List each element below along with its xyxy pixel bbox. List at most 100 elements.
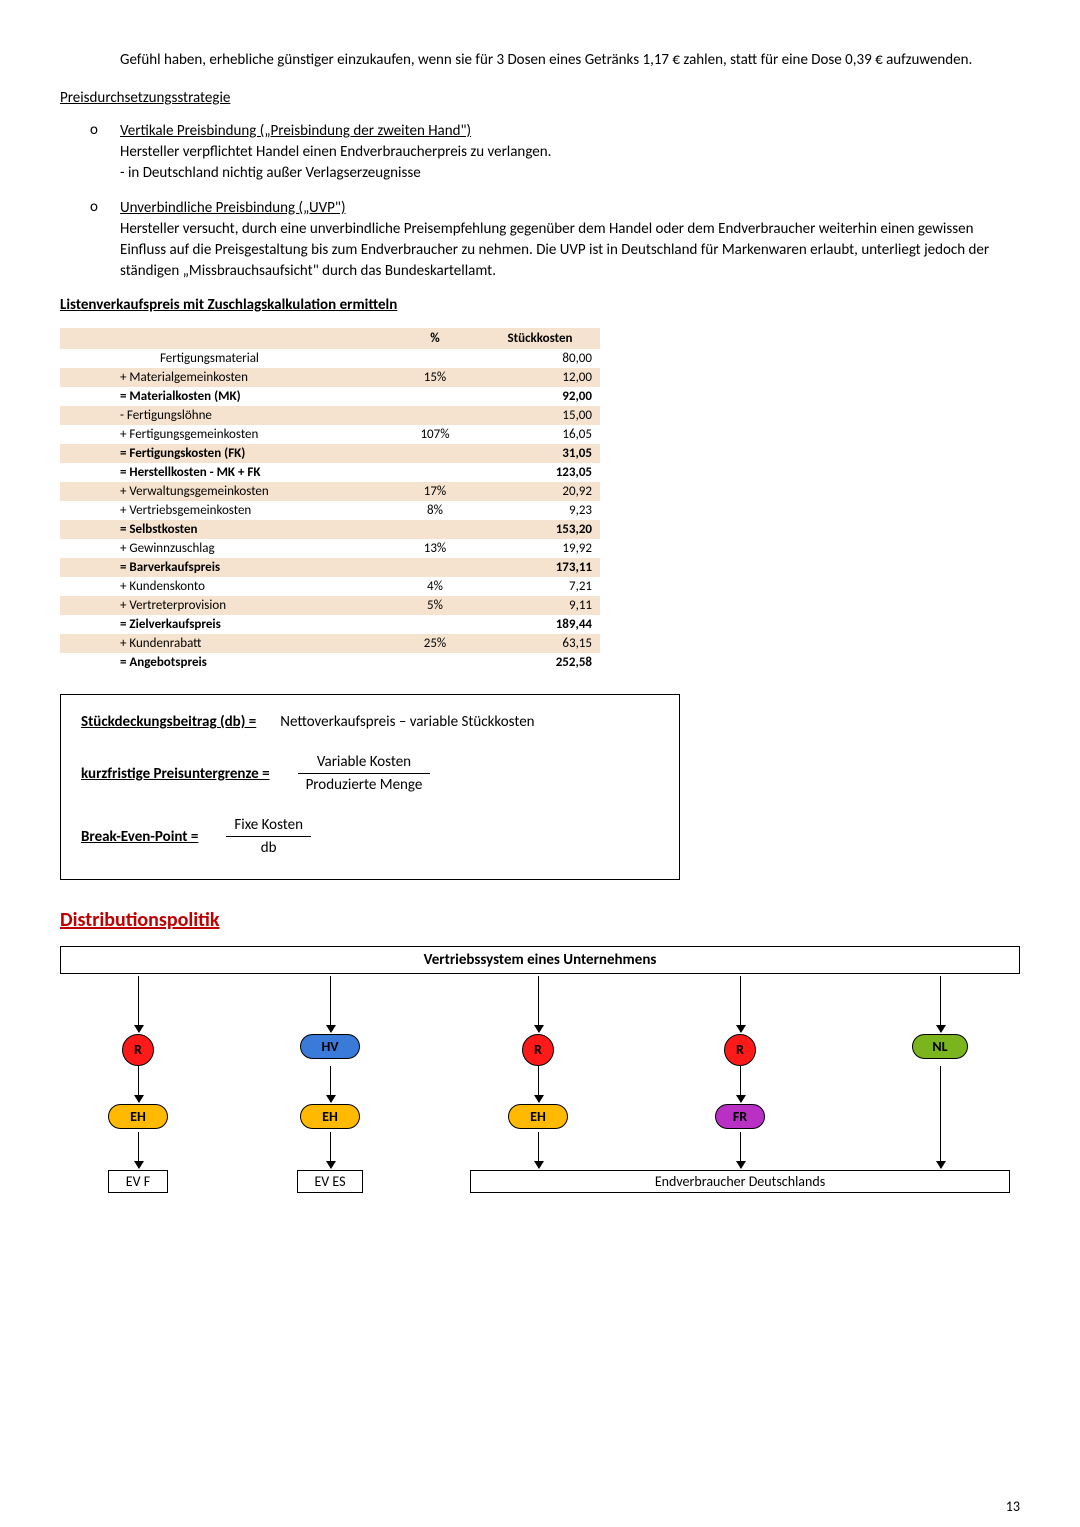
flow-endbox: EV ES <box>297 1170 363 1193</box>
cell-val: 12,00 <box>480 368 600 387</box>
arrow <box>940 976 941 1032</box>
cell-pct <box>390 463 480 482</box>
bullet-body: Unverbindliche Preisbindung („UVP")Herst… <box>120 198 1020 282</box>
cell-label: - Fertigungslöhne <box>60 406 390 425</box>
flow-node: NL <box>912 1034 968 1059</box>
cell-label: + Verwaltungsgemeinkosten <box>60 482 390 501</box>
cell-label: = Selbstkosten <box>60 520 390 539</box>
cell-pct <box>390 387 480 406</box>
distribution-heading: Distributionspolitik <box>60 908 1020 932</box>
cell-label: = Materialkosten (MK) <box>60 387 390 406</box>
cell-label: Fertigungsmaterial <box>60 349 390 368</box>
cell-pct: 107% <box>390 425 480 444</box>
flow-top-box: Vertriebssystem eines Unternehmens <box>60 946 1020 974</box>
th-pct: % <box>390 328 480 349</box>
cell-pct <box>390 558 480 577</box>
cell-label: + Materialgemeinkosten <box>60 368 390 387</box>
cell-label: + Kundenskonto <box>60 577 390 596</box>
cell-val: 16,05 <box>480 425 600 444</box>
arrow <box>138 1066 139 1102</box>
arrow <box>740 976 741 1032</box>
formula-box: Stückdeckungsbeitrag (db) = Nettoverkauf… <box>60 694 680 880</box>
table-row: = Angebotspreis 252,58 <box>60 653 600 672</box>
f2-top: Variable Kosten <box>309 753 419 773</box>
f3-label: Break-Even-Point = <box>81 828 198 846</box>
flow-node: HV <box>300 1034 360 1059</box>
arrow <box>740 1132 741 1168</box>
arrow <box>538 1132 539 1168</box>
intro-text: Gefühl haben, erhebliche günstiger einzu… <box>120 50 1020 71</box>
cell-label: = Fertigungskosten (FK) <box>60 444 390 463</box>
table-row: + Vertriebsgemeinkosten8%9,23 <box>60 501 600 520</box>
cell-label: = Herstellkosten - MK + FK <box>60 463 390 482</box>
table-row: + Materialgemeinkosten15%12,00 <box>60 368 600 387</box>
flow-endbox: EV F <box>108 1170 168 1193</box>
cell-label: + Vertriebsgemeinkosten <box>60 501 390 520</box>
bullet-title: Vertikale Preisbindung („Preisbindung de… <box>120 122 471 140</box>
cell-val: 92,00 <box>480 387 600 406</box>
f1-label: Stückdeckungsbeitrag (db) = <box>81 713 256 731</box>
cell-val: 63,15 <box>480 634 600 653</box>
arrow <box>138 976 139 1032</box>
table-row: + Kundenskonto4%7,21 <box>60 577 600 596</box>
f1-rhs: Nettoverkaufspreis – variable Stückkoste… <box>280 713 534 731</box>
strategy-heading: Preisdurchsetzungsstrategie <box>60 89 1020 107</box>
arrow <box>330 1132 331 1168</box>
cell-label: + Kundenrabatt <box>60 634 390 653</box>
arrow <box>740 1066 741 1102</box>
cell-pct: 15% <box>390 368 480 387</box>
cell-val: 123,05 <box>480 463 600 482</box>
page-number: 13 <box>1006 1498 1020 1515</box>
cell-pct <box>390 653 480 672</box>
table-row: = Zielverkaufspreis189,44 <box>60 615 600 634</box>
table-row: + Verwaltungsgemeinkosten17%20,92 <box>60 482 600 501</box>
th-blank <box>60 328 390 349</box>
flow-node: R <box>522 1034 554 1066</box>
f3-top: Fixe Kosten <box>226 816 311 836</box>
table-row: - Fertigungslöhne15,00 <box>60 406 600 425</box>
table-row: + Vertreterprovision5%9,11 <box>60 596 600 615</box>
cell-label: + Fertigungsgemeinkosten <box>60 425 390 444</box>
cell-pct: 8% <box>390 501 480 520</box>
cell-pct: 4% <box>390 577 480 596</box>
flow-node: EH <box>108 1104 168 1129</box>
cell-val: 20,92 <box>480 482 600 501</box>
table-row: = Selbstkosten 153,20 <box>60 520 600 539</box>
cell-label: + Gewinnzuschlag <box>60 539 390 558</box>
cell-val: 153,20 <box>480 520 600 539</box>
calc-table: % Stückkosten Fertigungsmaterial80,00+ M… <box>60 328 600 672</box>
f2-label: kurzfristige Preisuntergrenze = <box>81 765 270 783</box>
cell-pct: 25% <box>390 634 480 653</box>
cell-val: 173,11 <box>480 558 600 577</box>
bullet-body: Vertikale Preisbindung („Preisbindung de… <box>120 121 1020 184</box>
flow-node: EH <box>300 1104 360 1129</box>
cell-pct: 17% <box>390 482 480 501</box>
table-row: = Barverkaufspreis173,11 <box>60 558 600 577</box>
flow-node: EH <box>508 1104 568 1129</box>
arrow <box>538 1066 539 1102</box>
table-row: = Fertigungskosten (FK) 31,05 <box>60 444 600 463</box>
cell-pct: 13% <box>390 539 480 558</box>
table-row: + Kundenrabatt25%63,15 <box>60 634 600 653</box>
cell-pct <box>390 444 480 463</box>
cell-val: 7,21 <box>480 577 600 596</box>
arrow <box>538 976 539 1032</box>
flow-node: FR <box>715 1104 765 1129</box>
cell-val: 9,23 <box>480 501 600 520</box>
f3-bot: db <box>253 837 285 857</box>
f2-bot: Produzierte Menge <box>298 774 431 794</box>
cell-label: = Angebotspreis <box>60 653 390 672</box>
cell-pct <box>390 349 480 368</box>
cell-val: 9,11 <box>480 596 600 615</box>
table-row: + Fertigungsgemeinkosten107%16,05 <box>60 425 600 444</box>
bullet-item: oUnverbindliche Preisbindung („UVP")Hers… <box>90 198 1020 282</box>
arrow <box>138 1132 139 1168</box>
bullet-item: oVertikale Preisbindung („Preisbindung d… <box>90 121 1020 184</box>
flow-wide-endbox: Endverbraucher Deutschlands <box>470 1170 1010 1193</box>
flow-diagram: Vertriebssystem eines Unternehmens R EH EV… <box>60 946 1020 1206</box>
cell-val: 31,05 <box>480 444 600 463</box>
cell-val: 252,58 <box>480 653 600 672</box>
table-row: + Gewinnzuschlag13%19,92 <box>60 539 600 558</box>
cell-val: 189,44 <box>480 615 600 634</box>
bullet-title: Unverbindliche Preisbindung („UVP") <box>120 199 346 217</box>
